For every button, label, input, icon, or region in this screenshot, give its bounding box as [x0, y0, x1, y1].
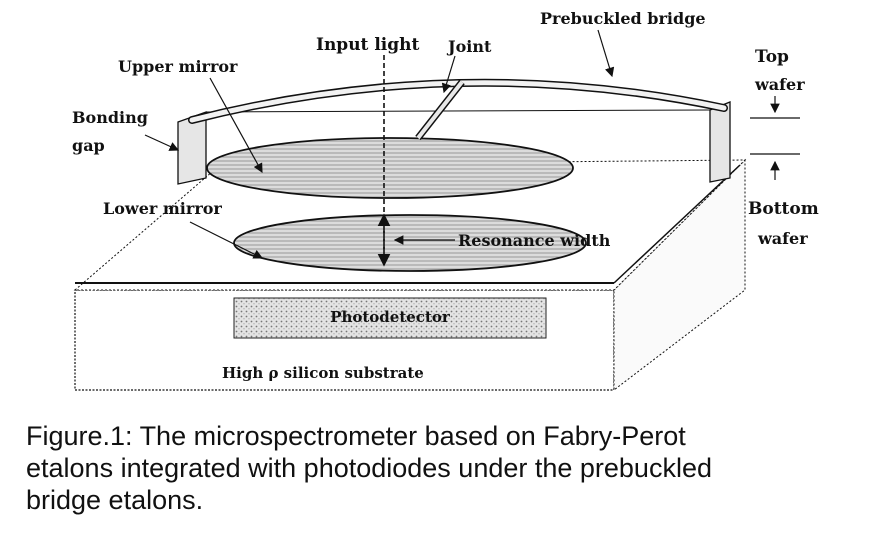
- joint-label: Joint: [446, 37, 492, 56]
- photodetector-label: Photodetector: [330, 308, 451, 326]
- microspectrometer-diagram: Photodetector High ρ silicon substrate I…: [72, 9, 819, 392]
- figure-caption: Figure.1: The microspectrometer based on…: [26, 420, 886, 516]
- lower-mirror-label: Lower mirror: [103, 199, 222, 218]
- substrate-label: High ρ silicon substrate: [222, 364, 424, 382]
- caption-line-1: Figure.1: The microspectrometer based on…: [26, 421, 686, 451]
- top-wafer-frame: [177, 101, 731, 185]
- caption-line-2: etalons integrated with photodiodes unde…: [26, 453, 712, 483]
- lower-mirror: [233, 214, 587, 272]
- upper-mirror: [206, 137, 574, 199]
- upper-mirror-label: Upper mirror: [118, 57, 238, 76]
- top-wafer-label-line2: wafer: [754, 75, 805, 94]
- bonding-gap-label-line2: gap: [72, 136, 105, 155]
- input-light-label: Input light: [316, 35, 419, 55]
- bottom-wafer-label-line1: Bottom: [748, 199, 819, 219]
- bonding-gap-label-line1: Bonding: [72, 108, 148, 127]
- bottom-wafer-label-line2: wafer: [757, 229, 808, 248]
- caption-line-3: bridge etalons.: [26, 485, 204, 515]
- resonance-width-label: Resonance width: [458, 231, 611, 250]
- prebuckled-bridge-label: Prebuckled bridge: [540, 9, 706, 28]
- photodetector: Photodetector: [233, 297, 547, 339]
- top-wafer-label-line1: Top: [755, 47, 789, 67]
- leader-lines: [144, 29, 800, 259]
